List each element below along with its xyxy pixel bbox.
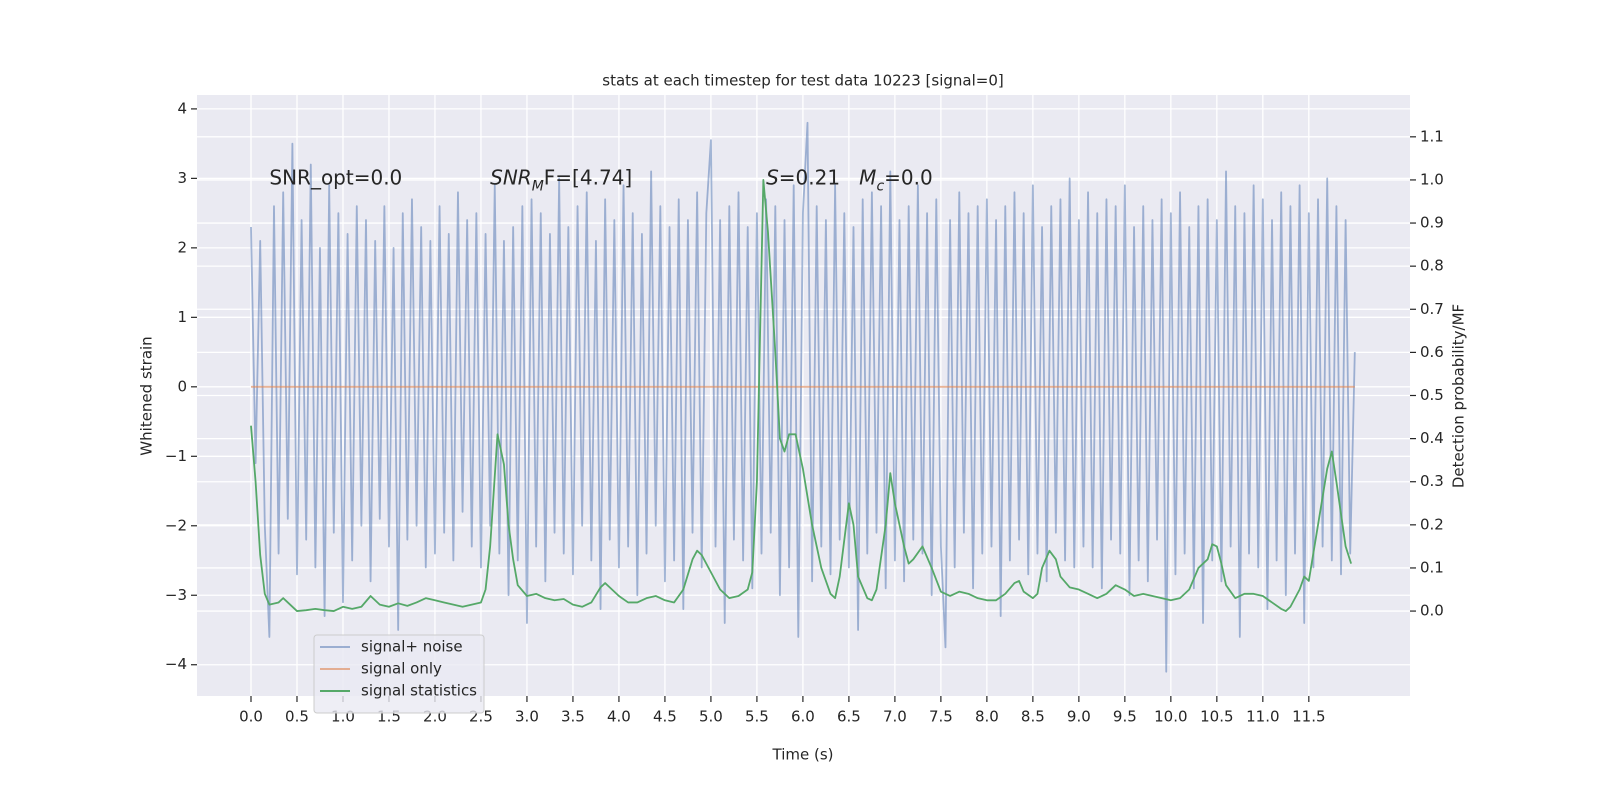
x-tick-label: 3.0 (515, 708, 539, 726)
x-tick-label: 5.0 (699, 708, 723, 726)
x-tick-label: 8.5 (1021, 708, 1045, 726)
x-tick-label: 6.5 (837, 708, 861, 726)
y-tick-label: 0 (177, 377, 187, 395)
y2-axis-label: Detection probability/MF (1450, 304, 1468, 488)
annotation-part: S (766, 165, 779, 189)
annotation: S=0.21 Mc=0.0 (766, 165, 933, 195)
series-line (250, 179, 1352, 612)
annotation-part: SNR (490, 165, 532, 189)
y2-tick-label: 0.2 (1420, 515, 1444, 533)
legend-label: signal only (361, 660, 442, 678)
y2-tick-label: 0.6 (1420, 343, 1444, 361)
y2-tick-label: 1.1 (1420, 127, 1444, 145)
series-line (250, 121, 1356, 673)
x-tick-label: 8.0 (975, 708, 999, 726)
annotation-part: SNR_opt=0.0 (269, 165, 402, 189)
x-tick-label: 10.5 (1200, 708, 1233, 726)
y-axis-label: Whitened strain (138, 336, 156, 455)
y2-tick-label: 0.7 (1420, 300, 1444, 318)
annotation: SNR_opt=0.0 (269, 165, 402, 189)
x-tick-label: 4.5 (653, 708, 677, 726)
x-tick-label: 11.5 (1292, 708, 1325, 726)
y-tick-label: 1 (177, 308, 187, 326)
y-tick-label: −4 (165, 655, 187, 673)
x-tick-label: 6.0 (791, 708, 815, 726)
legend-label: signal statistics (361, 682, 477, 700)
y-tick-label: −3 (165, 586, 187, 604)
y2-tick-label: 0.1 (1420, 558, 1444, 576)
x-axis-label: Time (s) (772, 746, 834, 764)
y2-tick-label: 0.5 (1420, 386, 1444, 404)
annotation-part: M (532, 178, 544, 194)
y-tick-label: −1 (165, 447, 187, 465)
y2-tick-label: 0.8 (1420, 257, 1444, 275)
x-tick-label: 10.0 (1154, 708, 1187, 726)
legend-label: signal+ noise (361, 638, 463, 656)
annotation-part: F=[4.74] (544, 165, 632, 189)
legend: signal+ noise signal only signal statistic… (313, 634, 485, 714)
chart-title: stats at each timestep for test data 102… (602, 72, 1003, 90)
y2-tick-label: 0.3 (1420, 472, 1444, 490)
x-tick-label: 0.0 (239, 708, 263, 726)
data-area (250, 121, 1356, 673)
y2-tick-label: 0.9 (1420, 214, 1444, 232)
x-tick-label: 3.5 (561, 708, 585, 726)
x-tick-label: 7.5 (929, 708, 953, 726)
annotation-part: =0.0 (884, 165, 933, 189)
y-tick-label: 4 (177, 99, 187, 117)
x-tick-label: 0.5 (285, 708, 309, 726)
annotation: SNRMF=[4.74] (490, 165, 632, 195)
y2-tick-label: 1.0 (1420, 170, 1444, 188)
x-tick-label: 5.5 (745, 708, 769, 726)
y2-tick-label: 0.4 (1420, 429, 1444, 447)
x-tick-label: 11.0 (1246, 708, 1279, 726)
x-tick-label: 4.0 (607, 708, 631, 726)
y-tick-label: 3 (177, 169, 187, 187)
x-tick-label: 7.0 (883, 708, 907, 726)
x-tick-label: 9.5 (1113, 708, 1137, 726)
x-tick-label: 9.0 (1067, 708, 1091, 726)
annotation-part: c (876, 178, 884, 194)
y-tick-label: −2 (165, 516, 187, 534)
y2-tick-label: 0.0 (1420, 602, 1444, 620)
annotation-part: =0.21 (779, 165, 859, 189)
legend-box (313, 634, 485, 714)
y-tick-label: 2 (177, 238, 187, 256)
labels: stats at each timestep for test data 102… (138, 72, 1468, 764)
annotation-part: M (859, 165, 876, 189)
